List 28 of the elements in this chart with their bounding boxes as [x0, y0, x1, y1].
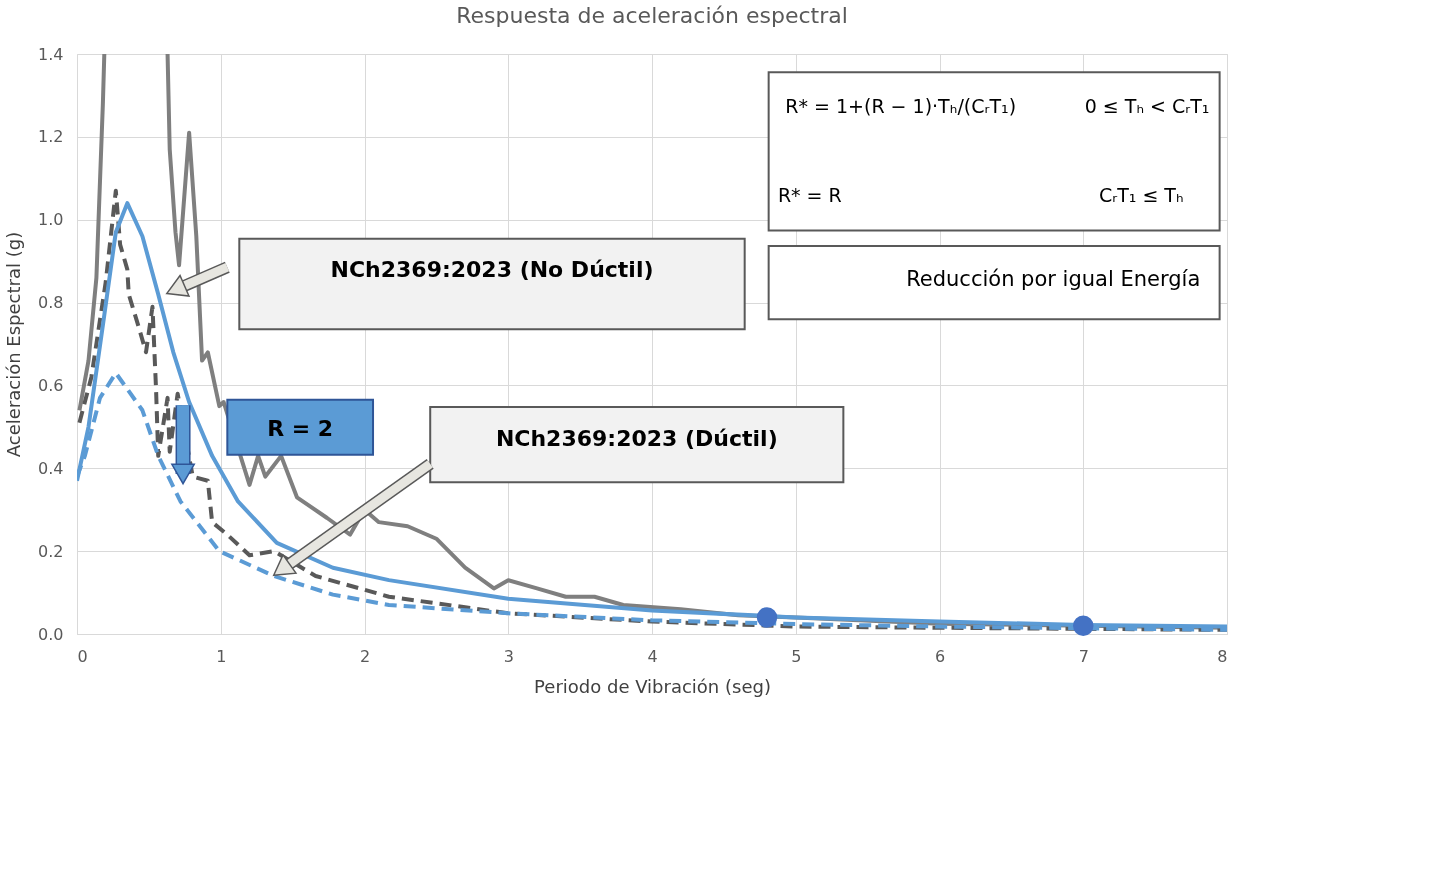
- annotation: NCh2369:2023 (Dúctil): [495, 426, 778, 452]
- x-tick-label: 6: [934, 646, 946, 666]
- annotation: R* = 1+(R − 1)·Tₕ/(CᵣT₁): [785, 95, 1017, 118]
- y-axis-title: Aceleración Espectral (g): [3, 231, 25, 458]
- y-tick-label: 1.2: [38, 127, 64, 147]
- x-tick-label: 3: [503, 646, 514, 666]
- y-tick-label: 1.0: [38, 210, 64, 230]
- x-tick-label: 5: [791, 646, 802, 666]
- y-tick-label: 0.2: [38, 541, 64, 561]
- x-tick-label: 4: [647, 646, 658, 666]
- y-tick-label: 1.4: [38, 44, 64, 64]
- annotation: Reducción por igual Energía: [906, 266, 1201, 291]
- annotation: R = 2: [267, 416, 334, 442]
- x-tick-label: 8: [1217, 646, 1228, 666]
- y-tick-label: 0.6: [38, 375, 64, 395]
- annotation: NCh2369:2023 (No Dúctil): [330, 256, 654, 282]
- x-tick-label: 7: [1078, 646, 1089, 666]
- annotation: 0 ≤ Tₕ < CᵣT₁: [1084, 95, 1210, 118]
- y-tick-label: 0.8: [38, 293, 64, 313]
- x-tick-label: 0: [77, 646, 88, 666]
- x-tick-label: 1: [216, 646, 227, 666]
- annotation: R* = R: [777, 183, 842, 206]
- chart-title: Respuesta de aceleración espectral: [456, 3, 848, 28]
- annotation: CᵣT₁ ≤ Tₕ: [1098, 183, 1184, 206]
- y-tick-label: 0.0: [38, 624, 64, 644]
- y-tick-label: 0.4: [38, 458, 64, 478]
- x-tick-label: 2: [359, 646, 371, 666]
- x-axis-title: Periodo de Vibración (seg): [534, 675, 771, 697]
